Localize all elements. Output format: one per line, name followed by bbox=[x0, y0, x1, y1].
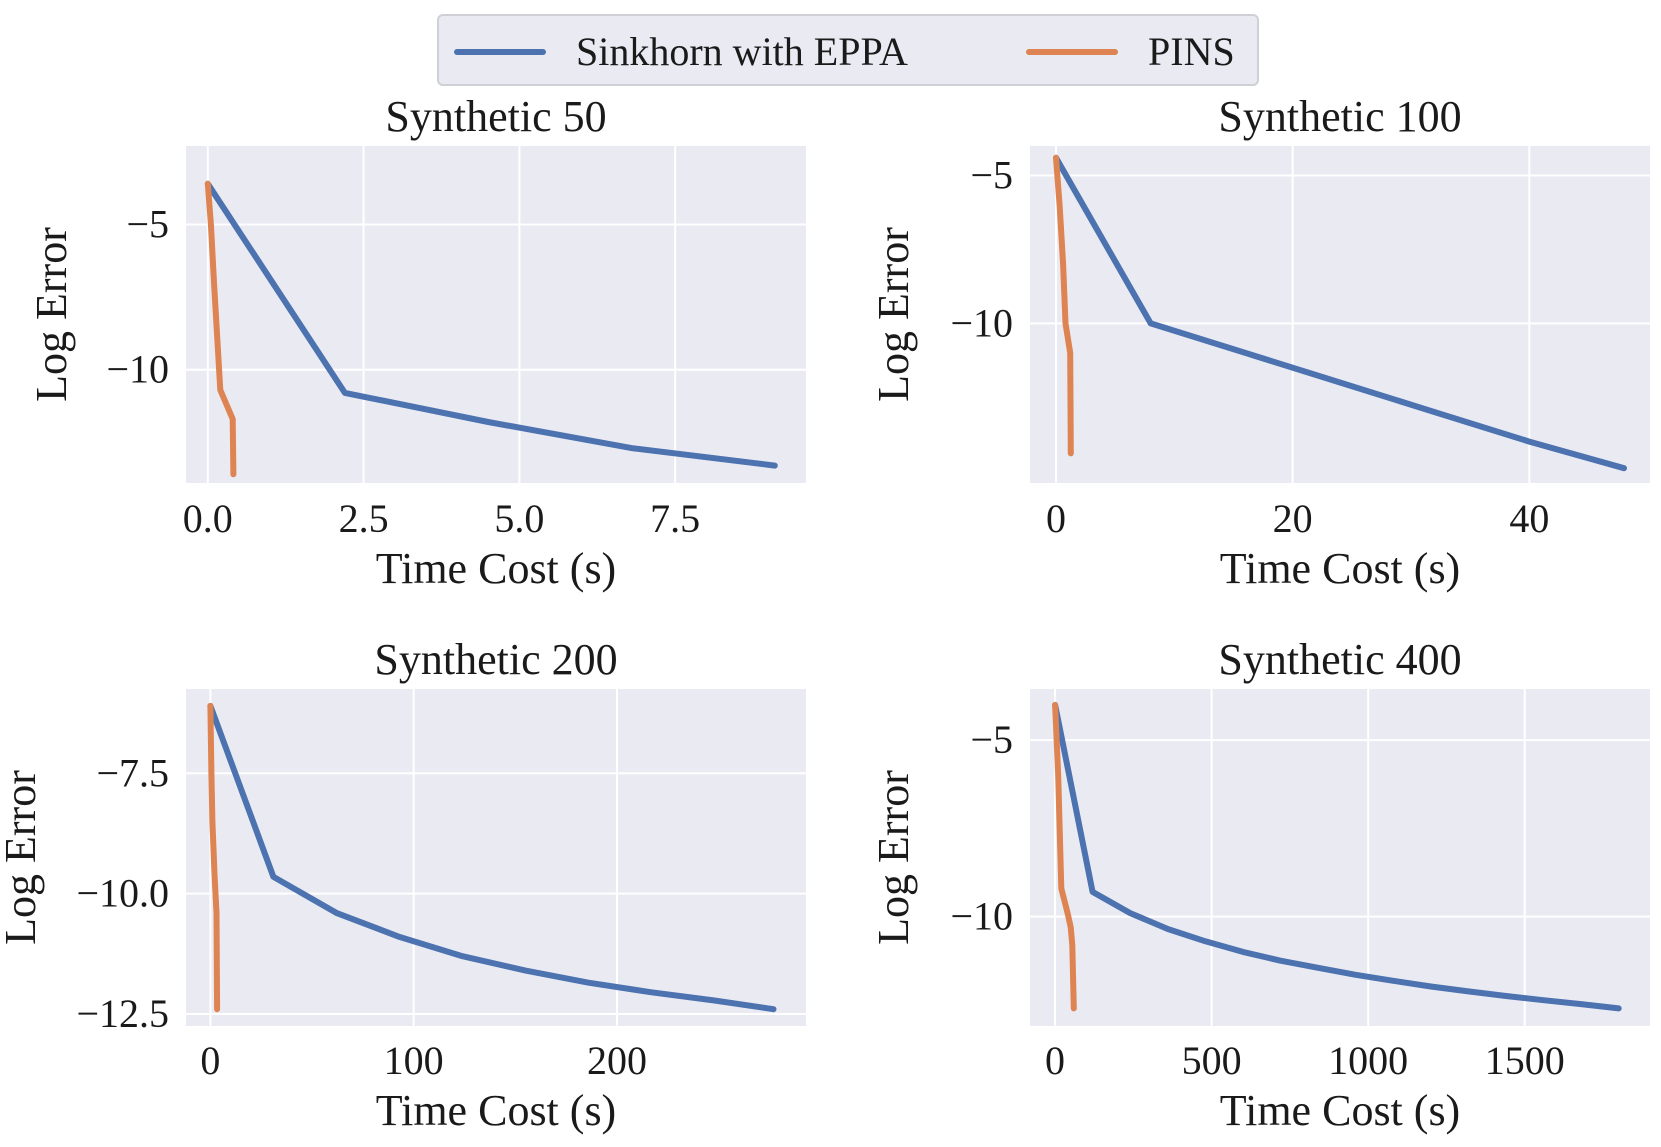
legend-line-pins bbox=[1026, 49, 1118, 55]
x-tick-label: 100 bbox=[384, 1038, 444, 1083]
y-tick-label: −12.5 bbox=[76, 991, 169, 1036]
x-axis-label: Time Cost (s) bbox=[1220, 1086, 1460, 1135]
y-tick-label: −10 bbox=[950, 894, 1013, 939]
x-tick-label: 500 bbox=[1182, 1038, 1242, 1083]
y-axis-label: Log Error bbox=[869, 227, 918, 402]
x-axis-label: Time Cost (s) bbox=[1220, 544, 1460, 593]
x-tick-label: 20 bbox=[1273, 496, 1313, 541]
series-line-pins bbox=[207, 702, 221, 1013]
x-tick-label: 200 bbox=[587, 1038, 647, 1083]
plot-area bbox=[186, 689, 806, 1026]
x-tick-label: 1500 bbox=[1485, 1038, 1565, 1083]
y-tick-label: −10 bbox=[106, 347, 169, 392]
chart-panel-3: 0 100 200 −7.5 −10.0 −12.5 Synthetic 200 Time C… bbox=[0, 635, 806, 1135]
x-tick-label: 1000 bbox=[1328, 1038, 1408, 1083]
series-line-pins bbox=[1052, 701, 1077, 1012]
series-line-sinkhorn-with-eppa bbox=[1053, 154, 1627, 472]
legend: Sinkhorn with EPPA PINS bbox=[437, 14, 1259, 86]
series-line-sinkhorn-with-eppa bbox=[1052, 701, 1622, 1012]
y-tick-label: −5 bbox=[970, 717, 1013, 762]
series-line-pins bbox=[1053, 154, 1074, 457]
x-axis-label: Time Cost (s) bbox=[376, 544, 616, 593]
chart-title: Synthetic 50 bbox=[385, 92, 606, 141]
x-tick-label: 0 bbox=[1045, 1038, 1065, 1083]
x-tick-label: 2.5 bbox=[339, 496, 389, 541]
x-axis-label: Time Cost (s) bbox=[376, 1086, 616, 1135]
y-tick-label: −5 bbox=[126, 201, 169, 246]
chart-title: Synthetic 100 bbox=[1218, 92, 1461, 141]
legend-label-sinkhorn: Sinkhorn with EPPA bbox=[576, 29, 908, 74]
plot-area bbox=[186, 146, 806, 483]
chart-panel-1: 0.0 2.5 5.0 7.5 −5 −10 Synthetic 50 Time Cost (… bbox=[27, 92, 806, 593]
y-axis-label: Log Error bbox=[27, 227, 76, 402]
y-tick-label: −10 bbox=[950, 300, 1013, 345]
x-tick-label: 0 bbox=[200, 1038, 220, 1083]
x-tick-label: 7.5 bbox=[650, 496, 700, 541]
x-tick-label: 0.0 bbox=[183, 496, 233, 541]
series-line-sinkhorn-with-eppa bbox=[204, 180, 778, 469]
legend-line-sinkhorn bbox=[454, 49, 546, 55]
x-tick-label: 5.0 bbox=[494, 496, 544, 541]
y-tick-label: −10.0 bbox=[76, 871, 169, 916]
plot-area bbox=[1030, 146, 1650, 483]
y-tick-label: −5 bbox=[970, 153, 1013, 198]
chart-title: Synthetic 400 bbox=[1218, 635, 1461, 684]
legend-label-pins: PINS bbox=[1148, 29, 1235, 74]
y-axis-label: Log Error bbox=[869, 770, 918, 945]
y-axis-label: Log Error bbox=[0, 770, 45, 945]
y-tick-label: −7.5 bbox=[96, 750, 169, 795]
x-tick-label: 0 bbox=[1046, 496, 1066, 541]
chart-panel-4: 0 500 1000 1500 −5 −10 Synthetic 400 Time Cost … bbox=[869, 635, 1650, 1135]
x-tick-label: 40 bbox=[1509, 496, 1549, 541]
chart-panel-2: 0 20 40 −5 −10 Synthetic 100 Time Cost (s) Log … bbox=[869, 92, 1650, 593]
chart-title: Synthetic 200 bbox=[374, 635, 617, 684]
series-line-sinkhorn-with-eppa bbox=[207, 702, 777, 1013]
series-line-pins bbox=[204, 180, 237, 478]
